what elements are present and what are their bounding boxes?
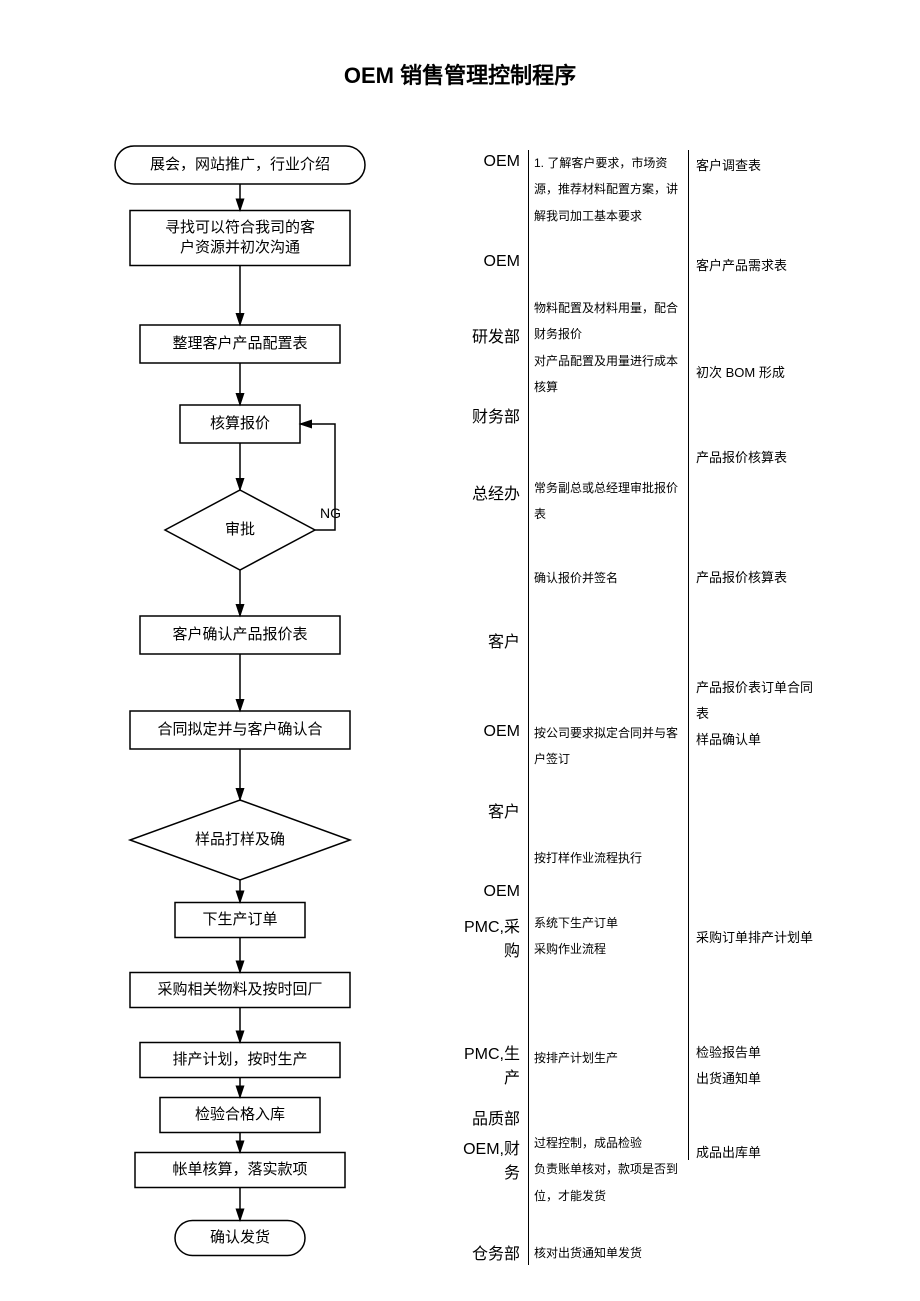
dept-label: 仓务部 [430, 1240, 520, 1264]
dept-label: OEM [430, 153, 520, 171]
flow-label: 户资源并初次沟通 [180, 239, 300, 256]
dept-label: OEM [430, 253, 520, 271]
flow-label: 展会，网站推广，行业介绍 [150, 156, 330, 173]
dept-label: 品质部 [430, 1105, 520, 1129]
dept-label: 研发部 [430, 323, 520, 347]
flow-label: 合同拟定并与客户确认合 [157, 721, 322, 738]
desc-text: 常务副总或总经理审批报价表 [534, 475, 679, 528]
desc-text: 1. 了解客户要求，市场资源，推荐材料配置方案，讲解我司加工基本要求 [534, 150, 679, 229]
separator-line [688, 150, 689, 1160]
doc-text: 成品出库单 [696, 1140, 876, 1166]
desc-text: 过程控制，成品检验负责账单核对，款项是否到位，才能发货 [534, 1130, 679, 1209]
desc-text: 按打样作业流程执行 [534, 845, 679, 871]
desc-text: 确认报价并签名 [534, 565, 679, 591]
doc-text: 采购订单排产计划单 [696, 925, 876, 951]
doc-text: 初次 BOM 形成 [696, 360, 876, 386]
doc-text: 检验报告单出货通知单 [696, 1040, 876, 1092]
flow-label: 样品打样及确 [195, 831, 285, 848]
flow-label: 客户确认产品报价表 [172, 626, 307, 643]
flow-label: 排产计划，按时生产 [172, 1051, 307, 1068]
flow-label: 检验合格入库 [195, 1106, 285, 1123]
desc-text: 按公司要求拟定合同并与客户签订 [534, 720, 679, 773]
dept-label: 财务部 [430, 403, 520, 427]
dept-label: OEM [430, 723, 520, 741]
desc-text: 物料配置及材料用量，配合财务报价对产品配置及用量进行成本核算 [534, 295, 679, 401]
flow-label: 整理客户产品配置表 [172, 335, 307, 352]
desc-text: 系统下生产订单采购作业流程 [534, 910, 679, 963]
dept-label: PMC,采购 [430, 913, 520, 961]
flow-label: 确认发货 [210, 1229, 270, 1246]
doc-text: 客户调查表 [696, 153, 876, 179]
dept-label: PMC,生产 [430, 1040, 520, 1088]
flow-label: 下生产订单 [202, 911, 277, 928]
flow-label: 核算报价 [210, 414, 270, 432]
dept-label: 总经办 [430, 480, 520, 504]
flow-label: 采购相关物料及按时回厂 [157, 981, 322, 998]
dept-label: OEM,财务 [430, 1135, 520, 1183]
flow-label: 寻找可以符合我司的客 [165, 219, 315, 236]
flow-label: 审批 [225, 521, 255, 538]
doc-text: 产品报价表订单合同表样品确认单 [696, 675, 876, 753]
ng-label: NG [320, 505, 341, 521]
dept-label: 客户 [430, 798, 520, 822]
desc-text: 按排产计划生产 [534, 1045, 679, 1071]
doc-text: 产品报价核算表 [696, 565, 876, 591]
doc-text: 产品报价核算表 [696, 445, 876, 471]
dept-label: OEM [430, 883, 520, 901]
desc-text: 核对出货通知单发货 [534, 1240, 679, 1266]
flow-label: 帐单核算，落实款项 [172, 1160, 307, 1178]
separator-line [528, 150, 529, 1265]
dept-label: 客户 [430, 628, 520, 652]
doc-text: 客户产品需求表 [696, 253, 876, 279]
